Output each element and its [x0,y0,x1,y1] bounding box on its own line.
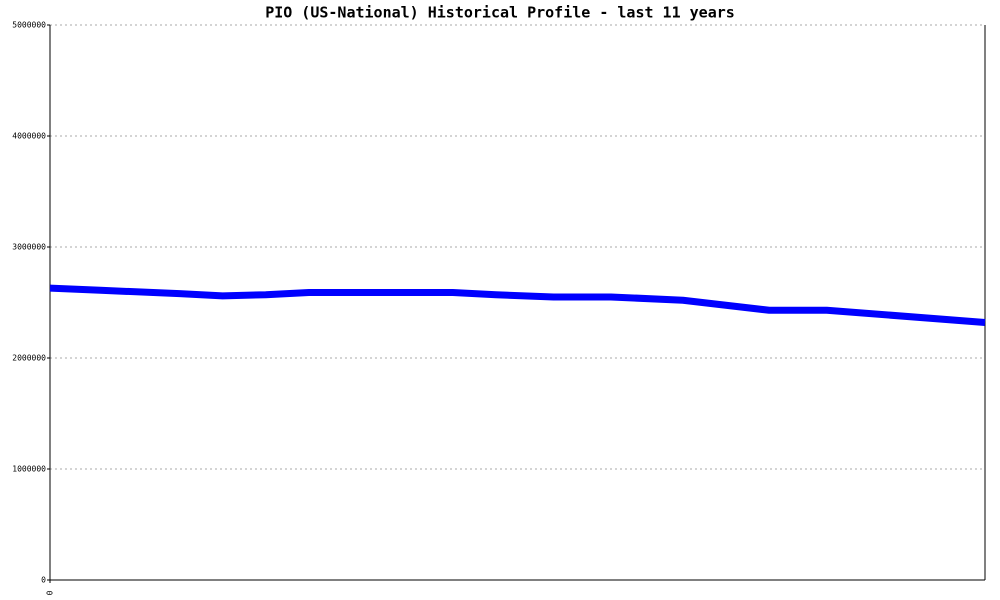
y-tick-label: 3000000 [12,243,46,252]
y-tick-label: 0 [41,576,46,585]
y-tick-label: 2000000 [12,354,46,363]
data-line [49,284,986,326]
y-tick-label: 4000000 [12,132,46,141]
y-tick-label: 1000000 [12,465,46,474]
y-tick-label: 5000000 [12,21,46,30]
x-tick-label: 0 [46,590,55,595]
chart-title: PIO (US-National) Historical Profile - l… [265,4,735,22]
